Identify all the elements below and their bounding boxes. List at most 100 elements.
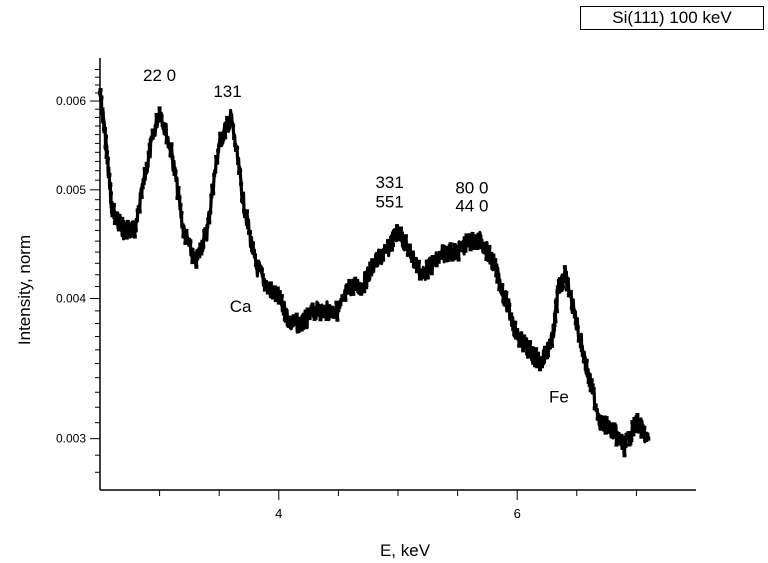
data-point: [292, 319, 297, 324]
data-point: [246, 225, 250, 230]
data-point: [561, 278, 566, 283]
data-point: [332, 314, 337, 319]
data-point: [378, 248, 383, 253]
data-point: [351, 291, 356, 296]
data-point: [273, 298, 278, 303]
data-point: [586, 380, 591, 385]
data-point: [582, 356, 587, 361]
data-point: [143, 169, 148, 174]
data-point: [630, 420, 635, 425]
data-point: [415, 268, 420, 273]
data-point: [621, 435, 626, 440]
data-point: [346, 285, 351, 290]
data-point: [631, 432, 636, 437]
data-point: [634, 429, 639, 434]
data-point: [564, 287, 569, 292]
data-point: [398, 237, 402, 242]
data-point: [237, 170, 242, 175]
data-point: [387, 242, 392, 246]
peak-label: 44 0: [455, 197, 488, 216]
data-point: [289, 322, 294, 327]
data-point: [201, 244, 206, 249]
data-point: [560, 284, 565, 289]
data-point: [164, 140, 169, 145]
data-point: [499, 285, 504, 290]
data-point: [337, 304, 342, 309]
data-point: [613, 424, 618, 429]
data-point: [218, 131, 223, 136]
data-point: [391, 243, 395, 248]
data-point: [140, 185, 145, 190]
data-point: [622, 453, 627, 458]
data-point: [105, 156, 110, 161]
data-point: [432, 261, 437, 266]
data-point: [241, 191, 245, 196]
data-point: [355, 279, 360, 283]
data-point: [235, 145, 240, 150]
peak-label: 131: [213, 82, 241, 101]
data-point: [482, 250, 487, 255]
data-point: [530, 356, 535, 361]
data-point: [642, 425, 647, 430]
data-point: [302, 322, 307, 327]
data-point: [572, 314, 577, 319]
data-point: [584, 358, 589, 363]
data-point: [400, 231, 404, 236]
data-point: [358, 285, 363, 290]
data-point: [309, 304, 314, 309]
data-point: [345, 283, 350, 288]
data-point: [102, 129, 107, 134]
data-point: [589, 378, 594, 383]
data-point: [465, 234, 470, 239]
data-point: [335, 317, 340, 322]
data-point: [124, 235, 129, 240]
data-point: [576, 338, 581, 343]
data-point: [405, 252, 410, 257]
data-point: [551, 334, 555, 339]
data-point: [254, 265, 259, 270]
data-point: [431, 257, 436, 262]
data-point: [456, 257, 461, 262]
data-point: [614, 442, 619, 447]
data-point: [222, 129, 227, 134]
data-point: [190, 260, 195, 265]
data-point: [422, 269, 427, 274]
data-point: [311, 313, 316, 318]
data-point: [504, 291, 509, 296]
data-point: [390, 247, 394, 252]
data-point: [133, 228, 138, 233]
data-point: [154, 112, 159, 117]
data-point: [107, 172, 112, 177]
data-point: [208, 210, 213, 215]
data-point: [178, 202, 183, 207]
data-point: [206, 217, 211, 222]
data-point: [147, 142, 152, 147]
data-point: [639, 434, 644, 439]
data-point: [328, 306, 333, 311]
data-point: [264, 283, 269, 288]
data-point: [151, 131, 156, 136]
data-point: [115, 213, 120, 218]
peak-label: 331: [375, 173, 403, 192]
data-point: [512, 332, 517, 337]
data-point: [480, 242, 485, 247]
data-point: [581, 359, 586, 364]
data-point: [515, 328, 520, 333]
data-point: [578, 344, 583, 349]
peak-label: 22 0: [143, 66, 176, 85]
data-point: [395, 224, 399, 229]
data-point: [468, 247, 473, 252]
y-axis-title: Intensity, norm: [15, 235, 34, 345]
data-point: [632, 417, 637, 421]
data-point: [141, 181, 146, 185]
data-point: [125, 219, 130, 224]
data-point: [618, 441, 623, 446]
data-point: [372, 260, 377, 265]
data-point: [359, 291, 364, 296]
data-point: [554, 309, 559, 314]
data-point: [574, 321, 579, 326]
data-point: [210, 183, 215, 188]
data-point: [528, 340, 533, 345]
data-point: [399, 226, 403, 231]
